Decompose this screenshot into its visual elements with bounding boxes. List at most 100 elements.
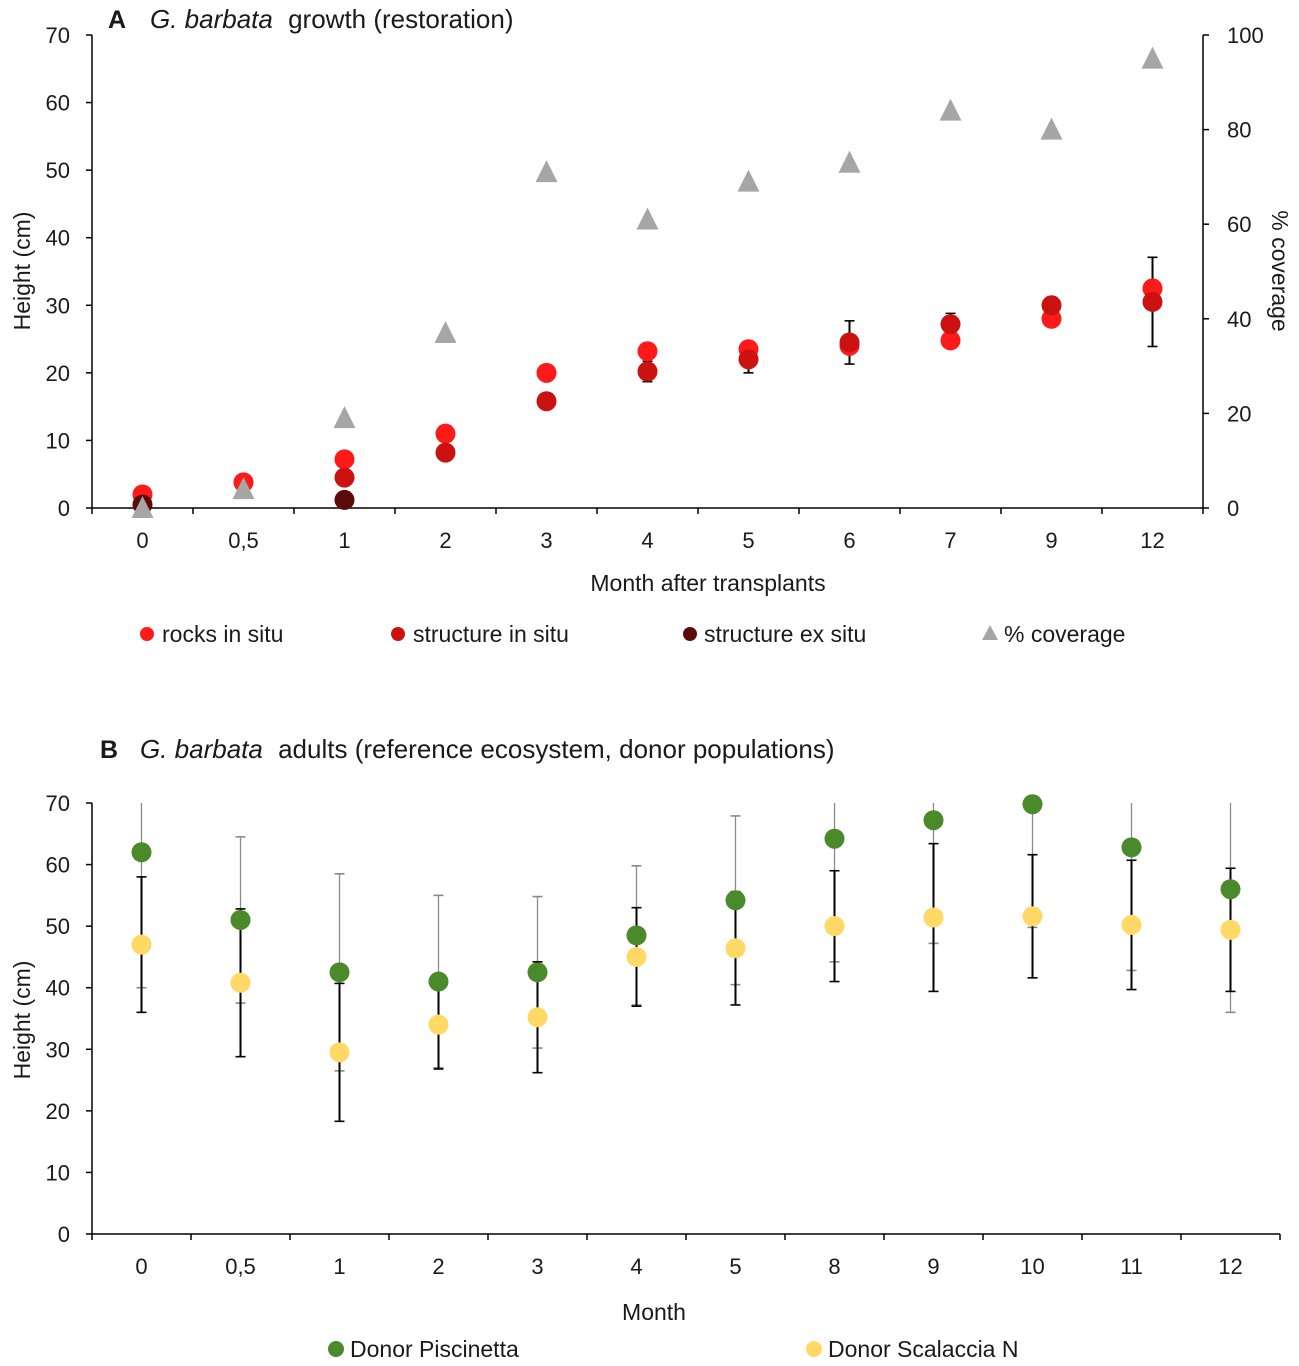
- panel-b-point-donor-scalaccia-n-7: [824, 916, 845, 937]
- panel-a-y-tick-label-60: 60: [46, 91, 70, 116]
- panel-a-y2-axis-title: % coverage: [1267, 210, 1293, 331]
- panel-a-letter: A: [108, 6, 126, 34]
- panel-a-point-structure-in-situ-9: [1041, 295, 1062, 316]
- panel-b-y-tick-label-40: 40: [46, 976, 70, 1001]
- panel-a-point-structure-ex-situ-2: [334, 489, 355, 510]
- panel-b-x-tick-label-8: 8: [828, 1254, 840, 1279]
- panel-b-point-donor-scalaccia-n-2: [329, 1042, 350, 1063]
- legend-label-donor-piscinetta: Donor Piscinetta: [350, 1336, 519, 1362]
- panel-a-marks: [131, 46, 1164, 518]
- panel-b-y-tick-label-50: 50: [46, 914, 70, 939]
- panel-a-y-tick-label-20: 20: [46, 361, 70, 386]
- legend-label-donor-scalaccia-n: Donor Scalaccia N: [828, 1336, 1018, 1362]
- panel-b-point-donor-scalaccia-n-4: [527, 1007, 548, 1028]
- panel-b-point-donor-scalaccia-n-3: [428, 1014, 449, 1035]
- panel-a-y-tick-label-40: 40: [46, 226, 70, 251]
- panel-a-point-structure-in-situ-10: [1142, 291, 1163, 312]
- legend-item-structure-ex-situ: structure ex situ: [683, 621, 866, 647]
- panel-b-point-donor-scalaccia-n-9: [1022, 906, 1043, 927]
- panel-b-title-text: G. barbata adults (reference ecosystem, …: [140, 734, 835, 764]
- panel-a-title-species: G. barbata: [150, 4, 273, 34]
- panel-b-title: B G. barbata adults (reference ecosystem…: [100, 734, 835, 764]
- panel-b-point-donor-piscinetta-6: [725, 890, 746, 911]
- panel-a-y2-tick-label-60: 60: [1227, 212, 1251, 237]
- panel-a-x-tick-label-1: 1: [338, 528, 350, 553]
- panel-a-x-tick-label-0: 0: [136, 528, 148, 553]
- panel-a-title-text: G. barbata growth (restoration): [150, 4, 514, 34]
- legend-label-coverage: % coverage: [1004, 621, 1125, 647]
- panel-a-y-tick-label-30: 30: [46, 293, 70, 318]
- panel-a-x-tick-label-3: 3: [540, 528, 552, 553]
- panel-b-y-tick-label-70: 70: [46, 791, 70, 816]
- panel-a-point-coverage-2: [333, 406, 356, 429]
- panel-a-x-tick-label-4: 4: [641, 528, 653, 553]
- legend-item-donor-scalaccia-n: Donor Scalaccia N: [806, 1336, 1018, 1362]
- panel-a-point-rocks-in-situ-2: [334, 449, 355, 470]
- panel-b-point-donor-piscinetta-7: [824, 828, 845, 849]
- panel-a-point-coverage-6: [737, 169, 760, 192]
- panel-a-x-tick-label-6: 6: [843, 528, 855, 553]
- legend-marker-donor-scalaccia-n: [806, 1341, 822, 1357]
- legend-item-rocks-in-situ: rocks in situ: [140, 621, 283, 647]
- panel-b-point-donor-scalaccia-n-10: [1121, 914, 1142, 935]
- legend-item-structure-in-situ: structure in situ: [391, 621, 569, 647]
- panel-a-point-rocks-in-situ-3: [435, 423, 456, 444]
- panel-b-marks: [131, 794, 1241, 1123]
- panel-b-x-tick-label-2: 2: [432, 1254, 444, 1279]
- panel-a-point-structure-in-situ-2: [334, 467, 355, 488]
- panel-b-x-tick-label-12: 12: [1218, 1254, 1242, 1279]
- panel-b-point-donor-piscinetta-10: [1121, 837, 1142, 858]
- panel-b-point-donor-piscinetta-0: [131, 842, 152, 863]
- panel-a-y2-tick-label-80: 80: [1227, 118, 1251, 143]
- legend-item-donor-piscinetta: Donor Piscinetta: [328, 1336, 519, 1362]
- panel-a-point-rocks-in-situ-5: [637, 341, 658, 362]
- panel-a-y-tick-label-70: 70: [46, 23, 70, 48]
- legend-marker-coverage: [982, 625, 998, 640]
- panel-b-point-donor-piscinetta-3: [428, 971, 449, 992]
- panel-b-point-donor-scalaccia-n-8: [923, 907, 944, 928]
- panel-a-legend: rocks in situ structure in situ structur…: [140, 621, 1125, 647]
- panel-a-y-tick-label-0: 0: [58, 496, 70, 521]
- panel-b-y-tick-label-60: 60: [46, 853, 70, 878]
- panel-b-y-axis-title: Height (cm): [9, 961, 35, 1080]
- panel-a-y2-tick-label-0: 0: [1227, 496, 1239, 521]
- panel-a-x-axis-title: Month after transplants: [590, 570, 825, 596]
- panel-b-point-donor-scalaccia-n-0: [131, 934, 152, 955]
- panel-a-point-structure-in-situ-5: [637, 361, 658, 382]
- panel-a-y2-tick-label-40: 40: [1227, 307, 1251, 332]
- legend-item-coverage: % coverage: [982, 621, 1125, 647]
- panel-b-y-tick-label-20: 20: [46, 1099, 70, 1124]
- panel-b-point-donor-piscinetta-11: [1220, 879, 1241, 900]
- panel-b-x-tick-label-0: 0: [135, 1254, 147, 1279]
- panel-a-y-tick-label-10: 10: [46, 428, 70, 453]
- panel-b-x-tick-label-9: 9: [927, 1254, 939, 1279]
- panel-b-point-donor-scalaccia-n-6: [725, 938, 746, 959]
- panel-a-point-coverage-5: [636, 207, 659, 230]
- panel-a-point-coverage-0: [131, 496, 154, 518]
- legend-marker-donor-piscinetta: [328, 1341, 344, 1357]
- legend-label-structure-ex-situ: structure ex situ: [704, 621, 866, 647]
- panel-a-point-coverage-1: [232, 477, 255, 500]
- panel-b-point-donor-piscinetta-8: [923, 810, 944, 831]
- panel-a-point-rocks-in-situ-8: [940, 330, 961, 351]
- panel-a-title-rest: growth (restoration): [288, 4, 513, 34]
- panel-b-legend: Donor Piscinetta Donor Scalaccia N: [328, 1336, 1018, 1362]
- panel-b-x-tick-label-0-5: 0,5: [225, 1254, 256, 1279]
- panel-b-x-tick-label-4: 4: [630, 1254, 642, 1279]
- panel-b-letter: B: [100, 736, 118, 764]
- legend-marker-rocks-in-situ: [140, 627, 154, 641]
- panel-a-x-tick-label-2: 2: [439, 528, 451, 553]
- panel-a-point-structure-in-situ-6: [738, 349, 759, 370]
- panel-b-y-tick-label-30: 30: [46, 1037, 70, 1062]
- panel-a-x-tick-label-7: 7: [944, 528, 956, 553]
- panel-a-y-tick-label-50: 50: [46, 158, 70, 183]
- panel-b-title-species: G. barbata: [140, 734, 263, 764]
- panel-b-point-donor-piscinetta-9: [1022, 794, 1043, 815]
- legend-label-rocks-in-situ: rocks in situ: [162, 621, 283, 647]
- panel-a-y2-tick-label-100: 100: [1227, 23, 1264, 48]
- panel-a-y2-tick-label-20: 20: [1227, 401, 1251, 426]
- panel-b-point-donor-piscinetta-2: [329, 962, 350, 983]
- panel-a-point-coverage-3: [434, 320, 457, 343]
